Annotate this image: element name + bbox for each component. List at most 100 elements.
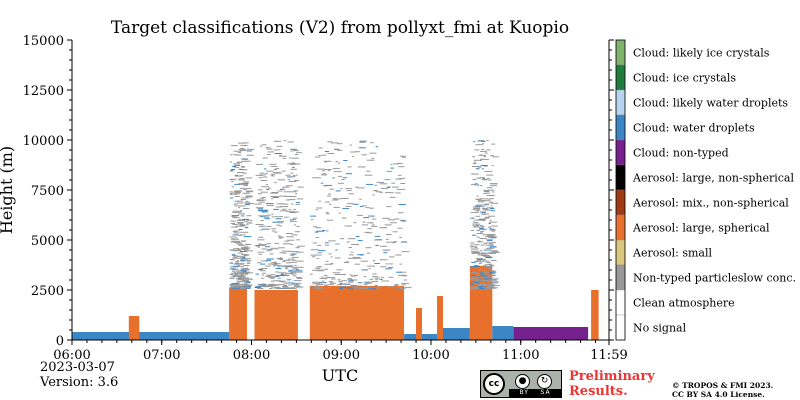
speckle-mark bbox=[264, 173, 268, 175]
speckle-mark bbox=[490, 246, 497, 248]
speckle-mark bbox=[385, 238, 389, 240]
speckle-mark bbox=[241, 166, 245, 167]
speckle-mark bbox=[471, 217, 475, 219]
speckle-mark bbox=[270, 198, 274, 200]
speckle-mark bbox=[294, 179, 300, 181]
speckle-mark bbox=[492, 241, 496, 243]
legend-label: Cloud: likely water droplets bbox=[633, 97, 788, 110]
speckle-mark bbox=[486, 287, 492, 288]
speckle-mark bbox=[322, 230, 325, 231]
speckle-mark bbox=[264, 218, 271, 220]
speckle-mark bbox=[254, 287, 261, 288]
speckle-mark bbox=[362, 205, 367, 207]
speckle-mark bbox=[239, 280, 246, 282]
speckle-mark bbox=[487, 179, 490, 181]
speckle-mark bbox=[241, 177, 245, 179]
speckle-mark bbox=[288, 208, 291, 210]
speckle-mark bbox=[483, 255, 492, 257]
speckle-mark bbox=[473, 279, 480, 281]
x-tick-label: 07:00 bbox=[143, 348, 180, 363]
class-region bbox=[309, 286, 404, 340]
speckle-mark bbox=[268, 187, 272, 189]
speckle-mark bbox=[258, 201, 266, 203]
speckle-mark bbox=[470, 276, 478, 278]
speckle-mark bbox=[363, 217, 369, 219]
speckle-mark bbox=[230, 223, 236, 224]
speckle-mark bbox=[278, 222, 283, 224]
speckle-mark bbox=[350, 151, 357, 153]
speckle-mark bbox=[479, 250, 483, 252]
speckle-mark bbox=[270, 196, 279, 197]
speckle-mark bbox=[276, 145, 283, 147]
speckle-mark bbox=[470, 230, 474, 231]
speckle-mark bbox=[265, 203, 274, 205]
speckle-mark bbox=[373, 260, 376, 262]
speckle-mark bbox=[240, 283, 248, 285]
speckle-mark bbox=[323, 275, 328, 277]
class-region bbox=[416, 308, 422, 340]
speckle-mark bbox=[476, 195, 479, 197]
speckle-mark bbox=[231, 255, 237, 256]
speckle-mark bbox=[283, 140, 286, 142]
speckle-mark bbox=[490, 208, 495, 209]
speckle-mark bbox=[236, 282, 241, 284]
speckle-mark bbox=[324, 161, 327, 163]
speckle-mark bbox=[235, 174, 239, 176]
speckle-mark bbox=[335, 243, 340, 245]
speckle-mark bbox=[296, 198, 304, 200]
speckle-mark bbox=[243, 280, 246, 282]
speckle-mark bbox=[286, 236, 294, 238]
speckle-mark bbox=[475, 210, 480, 212]
cc-license-badge: cc ● ↻ BY SA bbox=[480, 370, 562, 398]
speckle-mark bbox=[240, 199, 247, 200]
speckle-mark bbox=[392, 163, 400, 165]
speckle-mark bbox=[312, 177, 315, 179]
speckle-mark bbox=[486, 247, 494, 249]
speckle-mark bbox=[282, 287, 290, 289]
speckle-mark bbox=[472, 179, 477, 181]
speckle-mark bbox=[244, 255, 248, 257]
speckle-mark bbox=[474, 205, 483, 207]
speckle-mark bbox=[243, 236, 252, 238]
speckle-mark bbox=[352, 155, 355, 157]
speckle-mark bbox=[292, 275, 297, 277]
speckle-mark bbox=[335, 249, 338, 251]
speckle-mark bbox=[231, 186, 235, 188]
speckle-mark bbox=[341, 179, 345, 180]
speckle-mark bbox=[319, 277, 325, 279]
speckle-mark bbox=[233, 163, 240, 165]
speckle-mark bbox=[486, 149, 491, 151]
speckle-mark bbox=[343, 283, 351, 285]
speckle-mark bbox=[470, 283, 474, 285]
speckle-mark bbox=[240, 270, 247, 272]
speckle-mark bbox=[277, 280, 286, 282]
speckle-mark bbox=[399, 177, 405, 179]
speckle-mark bbox=[293, 268, 298, 270]
speckle-mark bbox=[242, 192, 250, 194]
speckle-mark bbox=[483, 278, 491, 280]
speckle-mark bbox=[328, 281, 333, 282]
speckle-mark bbox=[246, 190, 251, 192]
speckle-mark bbox=[290, 243, 293, 245]
speckle-mark bbox=[234, 195, 241, 197]
speckle-mark bbox=[233, 257, 242, 259]
speckle-mark bbox=[487, 215, 496, 217]
speckle-mark bbox=[327, 195, 331, 197]
speckle-mark bbox=[314, 156, 321, 158]
speckle-mark bbox=[390, 222, 397, 224]
speckle-mark bbox=[365, 286, 372, 288]
speckle-mark bbox=[282, 208, 287, 210]
speckle-mark bbox=[391, 186, 399, 188]
speckle-mark bbox=[337, 162, 341, 164]
speckle-mark bbox=[233, 275, 239, 277]
speckle-mark bbox=[352, 203, 359, 205]
speckle-mark bbox=[295, 247, 300, 249]
speckle-mark bbox=[401, 284, 406, 286]
speckle-mark bbox=[286, 282, 294, 284]
speckle-mark bbox=[265, 275, 273, 277]
speckle-mark bbox=[295, 174, 298, 176]
speckle-mark bbox=[325, 212, 329, 213]
speckle-mark bbox=[237, 263, 244, 265]
speckle-mark bbox=[273, 261, 277, 263]
speckle-mark bbox=[292, 211, 299, 213]
